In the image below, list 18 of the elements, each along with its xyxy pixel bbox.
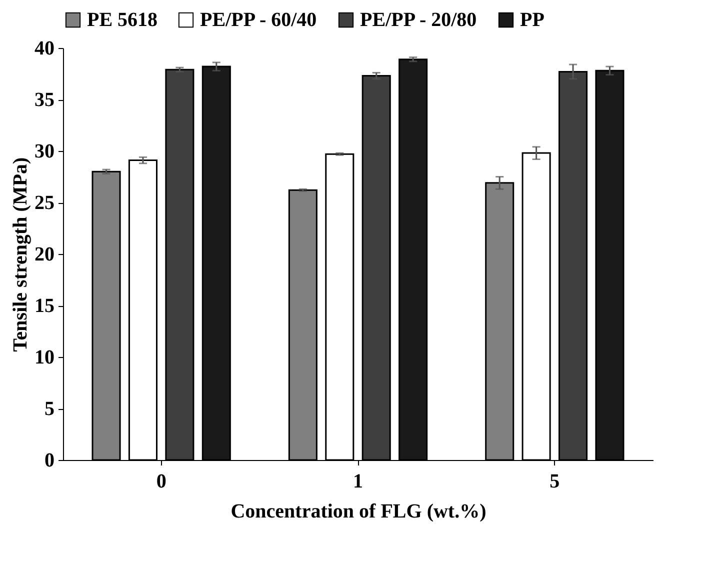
x-tick-label: 1 <box>353 470 363 492</box>
y-tick-label: 40 <box>34 38 54 60</box>
y-tick-label: 30 <box>34 140 54 162</box>
y-tick-label: 0 <box>44 450 54 472</box>
y-tick-label: 5 <box>44 398 54 420</box>
y-tick-label: 35 <box>34 89 54 111</box>
legend-label: PE/PP - 60/40 <box>200 9 317 31</box>
x-axis-title: Concentration of FLG (wt.%) <box>230 500 486 522</box>
y-tick-label: 15 <box>34 295 54 317</box>
x-tick-label: 0 <box>156 470 166 492</box>
legend-label: PP <box>520 9 544 31</box>
y-axis-title: Tensile strength (MPa) <box>10 157 32 352</box>
y-tick-label: 20 <box>34 244 54 266</box>
legend-label: PE/PP - 20/80 <box>360 9 477 31</box>
x-tick-label: 5 <box>550 470 560 492</box>
legend-label: PE 5618 <box>87 9 158 31</box>
y-tick-label: 25 <box>34 192 54 214</box>
y-tick-label: 10 <box>34 346 54 368</box>
